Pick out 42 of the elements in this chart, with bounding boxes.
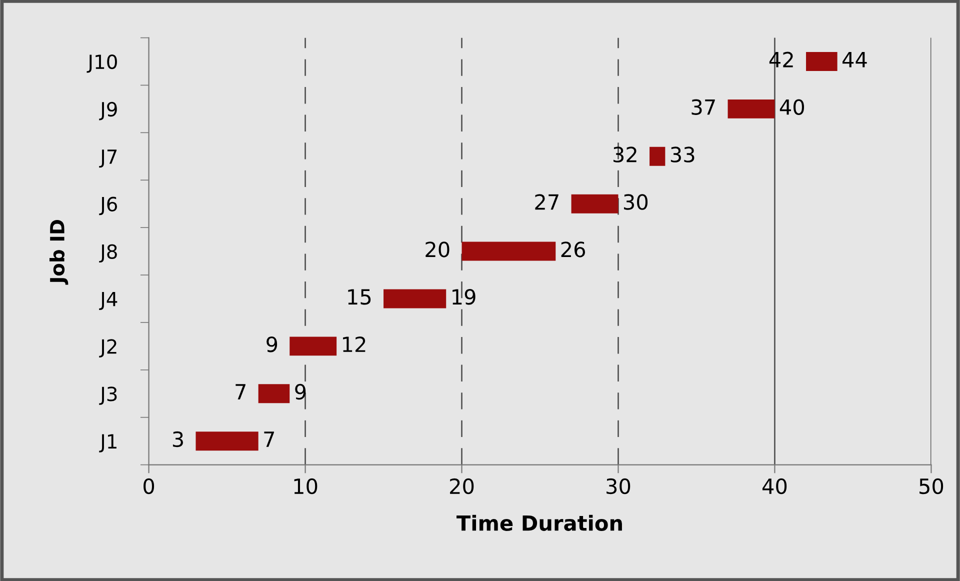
annotation: 15 (348, 289, 371, 305)
annotation: 26 (561, 242, 586, 258)
annotation: 37 (692, 99, 715, 115)
y-tick-label: J8 (99, 244, 117, 263)
y-tick-label: J1 (99, 434, 116, 452)
y-tick-label: J3 (99, 386, 117, 405)
annotation: 27 (535, 194, 558, 210)
annotation: 9 (295, 384, 306, 400)
bar (571, 194, 618, 214)
y-tick-label: J6 (99, 196, 118, 216)
x-tick-label: 10 (294, 478, 318, 494)
annotation: 7 (264, 432, 274, 447)
x-axis-title: Time Duration (456, 514, 622, 531)
annotation: 3 (172, 431, 183, 448)
bar (650, 146, 666, 166)
annotation: 9 (266, 336, 278, 352)
y-tick-label: J4 (99, 292, 118, 310)
bar (290, 336, 337, 356)
y-tick-label: J10 (86, 54, 117, 73)
y-axis-title: Job ID (50, 220, 68, 285)
annotation: 20 (426, 242, 450, 258)
annotation: 7 (236, 384, 246, 400)
annotation: 40 (780, 99, 804, 115)
x-tick-label: 0 (144, 478, 154, 494)
annotation: 44 (842, 52, 867, 68)
x-tick-label: 30 (606, 478, 630, 494)
annotation: 33 (670, 146, 694, 162)
y-tick-label: J2 (99, 339, 116, 358)
x-tick-label: 20 (450, 478, 474, 494)
annotation: 12 (343, 336, 366, 352)
bar (462, 242, 556, 261)
bar (806, 52, 838, 71)
x-tick-label: 40 (762, 478, 787, 494)
bar (728, 99, 775, 118)
bar (384, 289, 446, 308)
annotation: 19 (452, 289, 476, 305)
y-tick-label: J9 (99, 102, 117, 120)
y-tick-label: J7 (99, 150, 117, 168)
bar (196, 432, 258, 451)
bar (258, 384, 290, 404)
annotation: 30 (624, 194, 648, 210)
x-tick-label: 50 (920, 478, 944, 494)
